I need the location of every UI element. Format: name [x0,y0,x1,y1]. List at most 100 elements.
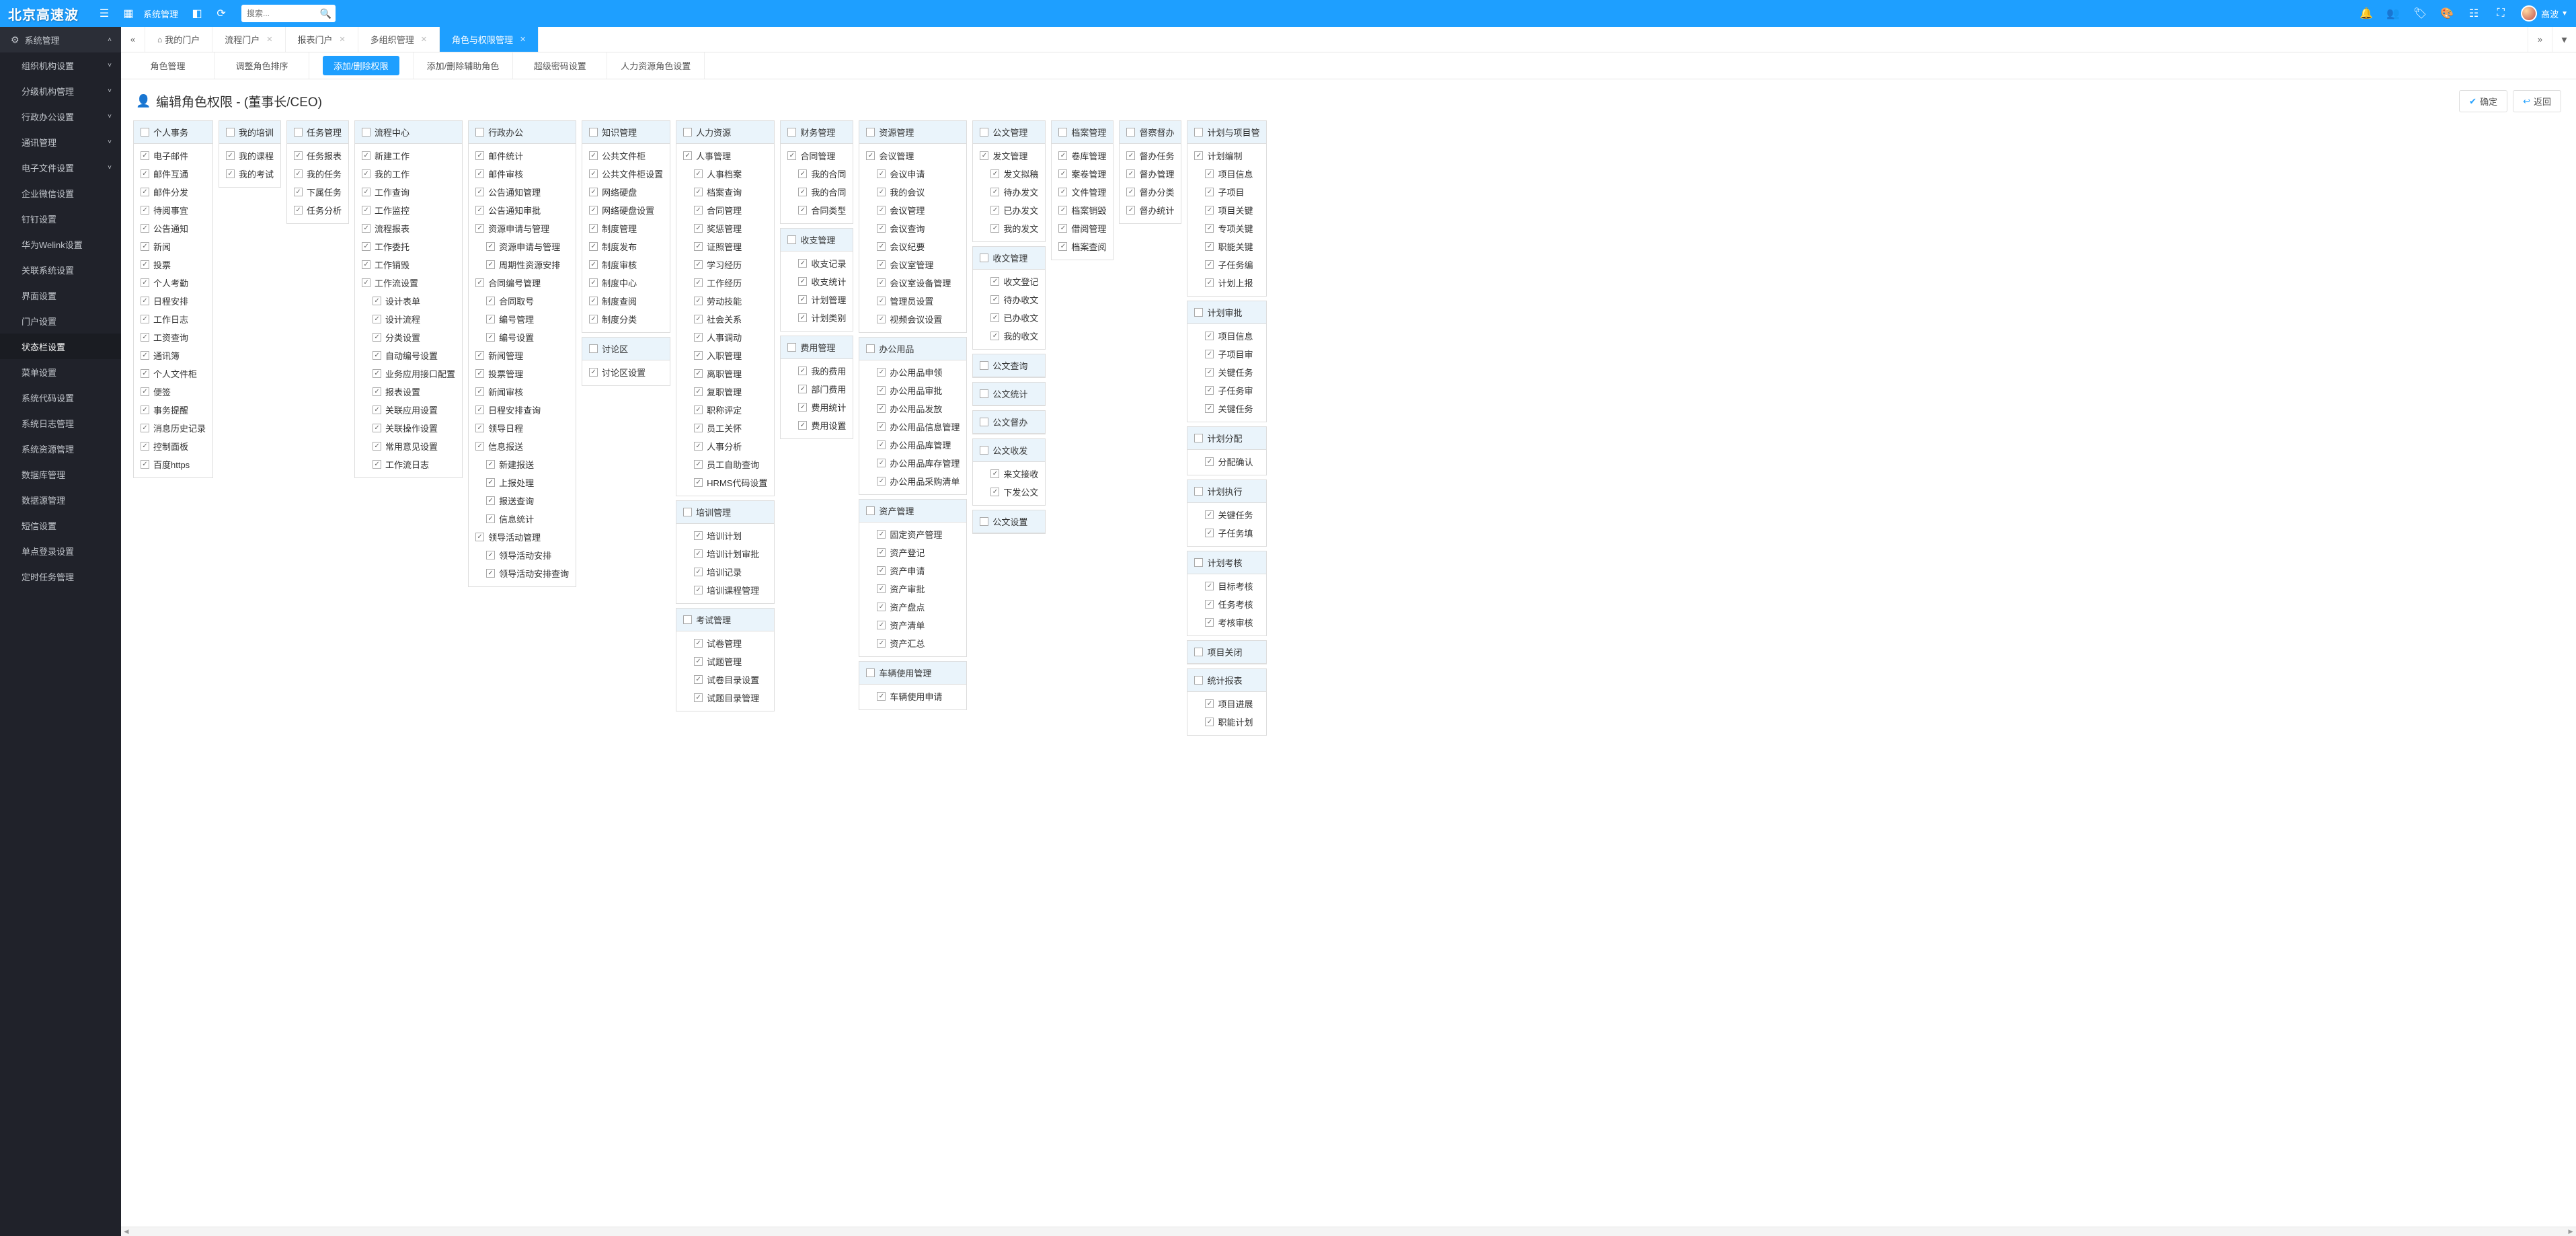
checkbox[interactable] [787,128,796,137]
checkbox[interactable] [694,169,703,178]
perm-item[interactable]: 子项目 [1187,183,1266,201]
checkbox[interactable] [694,369,703,378]
checkbox[interactable] [475,405,484,414]
perm-item[interactable]: 收支记录 [781,254,853,272]
checkbox[interactable] [866,128,875,137]
checkbox[interactable] [1205,350,1214,358]
checkbox[interactable] [475,369,484,378]
perm-panel-head[interactable]: 项目关闭 [1187,641,1266,664]
checkbox[interactable] [683,151,692,160]
checkbox[interactable] [373,297,381,305]
perm-panel-head[interactable]: 收文管理 [973,247,1045,270]
sidebar-item[interactable]: 电子文件设置˅ [0,155,121,180]
perm-item[interactable]: 待阅事宜 [134,201,212,219]
checkbox[interactable] [362,224,370,233]
perm-item[interactable]: 考核审核 [1187,613,1266,631]
checkbox[interactable] [486,569,495,578]
checkbox[interactable] [877,477,886,486]
checkbox[interactable] [1126,128,1135,137]
checkbox[interactable] [486,478,495,487]
perm-item[interactable]: 资源申请与管理 [469,219,576,237]
checkbox[interactable] [1058,242,1067,251]
perm-item[interactable]: 个人文件柜 [134,364,212,383]
checkbox[interactable] [141,387,149,396]
checkbox[interactable] [866,151,875,160]
checkbox[interactable] [362,188,370,196]
perm-item[interactable]: 电子邮件 [134,147,212,165]
checkbox[interactable] [980,151,988,160]
sidebar-item[interactable]: 系统日志管理 [0,410,121,436]
sidebar-item[interactable]: 门户设置 [0,308,121,334]
checkbox[interactable] [1194,151,1203,160]
perm-item[interactable]: 计划编制 [1187,147,1266,165]
perm-item[interactable]: 收文登记 [973,272,1045,291]
perm-item[interactable]: 卷库管理 [1052,147,1113,165]
perm-item[interactable]: 自动编号设置 [355,346,462,364]
perm-item[interactable]: 项目进展 [1187,695,1266,713]
checkbox[interactable] [486,551,495,559]
perm-item[interactable]: 制度发布 [582,237,670,256]
checkbox[interactable] [866,668,875,677]
perm-item[interactable]: 会议查询 [859,219,966,237]
checkbox[interactable] [1205,169,1214,178]
perm-item[interactable]: 关键任务 [1187,506,1266,524]
perm-item[interactable]: 子任务填 [1187,524,1266,542]
checkbox[interactable] [694,639,703,648]
checkbox[interactable] [694,405,703,414]
perm-item[interactable]: 档案查询 [676,183,774,201]
checkbox[interactable] [694,693,703,702]
perm-item[interactable]: 我的课程 [219,147,280,165]
checkbox[interactable] [486,315,495,323]
checkbox[interactable] [980,389,988,398]
close-icon[interactable]: ✕ [520,35,526,44]
checkbox[interactable] [787,343,796,352]
perm-item[interactable]: 任务考核 [1187,595,1266,613]
checkbox[interactable] [475,188,484,196]
perm-panel-head[interactable]: 督察督办 [1120,121,1181,144]
sidebar-item[interactable]: 数据库管理 [0,461,121,487]
checkbox[interactable] [990,224,999,233]
checkbox[interactable] [1126,169,1135,178]
perm-item[interactable]: 文件管理 [1052,183,1113,201]
checkbox[interactable] [694,333,703,342]
sidebar-item[interactable]: 菜单设置 [0,359,121,385]
checkbox[interactable] [694,478,703,487]
checkbox[interactable] [141,315,149,323]
checkbox[interactable] [589,297,598,305]
perm-item[interactable]: 讨论区设置 [582,363,670,381]
perm-panel-head[interactable]: 任务管理 [287,121,348,144]
perm-item[interactable]: 设计流程 [355,310,462,328]
perm-item[interactable]: 试题管理 [676,652,774,670]
checkbox[interactable] [866,344,875,353]
checkbox[interactable] [294,169,303,178]
perm-item[interactable]: 已办发文 [973,201,1045,219]
perm-item[interactable]: 试题目录管理 [676,689,774,707]
perm-item[interactable]: 试卷管理 [676,634,774,652]
perm-panel-head[interactable]: 公文督办 [973,411,1045,434]
perm-item[interactable]: 待办收文 [973,291,1045,309]
perm-item[interactable]: 档案销毁 [1052,201,1113,219]
perm-item[interactable]: HRMS代码设置 [676,473,774,492]
perm-item[interactable]: 事务提醒 [134,401,212,419]
cube-icon[interactable]: ◧ [188,4,206,23]
checkbox[interactable] [990,169,999,178]
checkbox[interactable] [373,442,381,451]
perm-item[interactable]: 办公用品采购清单 [859,472,966,490]
perm-item[interactable]: 领导日程 [469,419,576,437]
perm-item[interactable]: 我的合同 [781,165,853,183]
perm-item[interactable]: 消息历史记录 [134,419,212,437]
tabs-scroll-left[interactable]: « [121,27,145,52]
checkbox[interactable] [694,531,703,540]
checkbox[interactable] [589,368,598,377]
sidebar-item[interactable]: 短信设置 [0,512,121,538]
perm-item[interactable]: 资产清单 [859,616,966,634]
subtab[interactable]: 添加/删除辅助角色 [414,52,514,79]
checkbox[interactable] [1058,188,1067,196]
perm-item[interactable]: 报表设置 [355,383,462,401]
subtab[interactable]: 角色管理 [121,52,215,79]
sidebar-item[interactable]: 行政办公设置˅ [0,104,121,129]
checkbox[interactable] [1126,188,1135,196]
perm-item[interactable]: 资产登记 [859,543,966,562]
perm-item[interactable]: 职能关键 [1187,237,1266,256]
checkbox[interactable] [877,206,886,215]
